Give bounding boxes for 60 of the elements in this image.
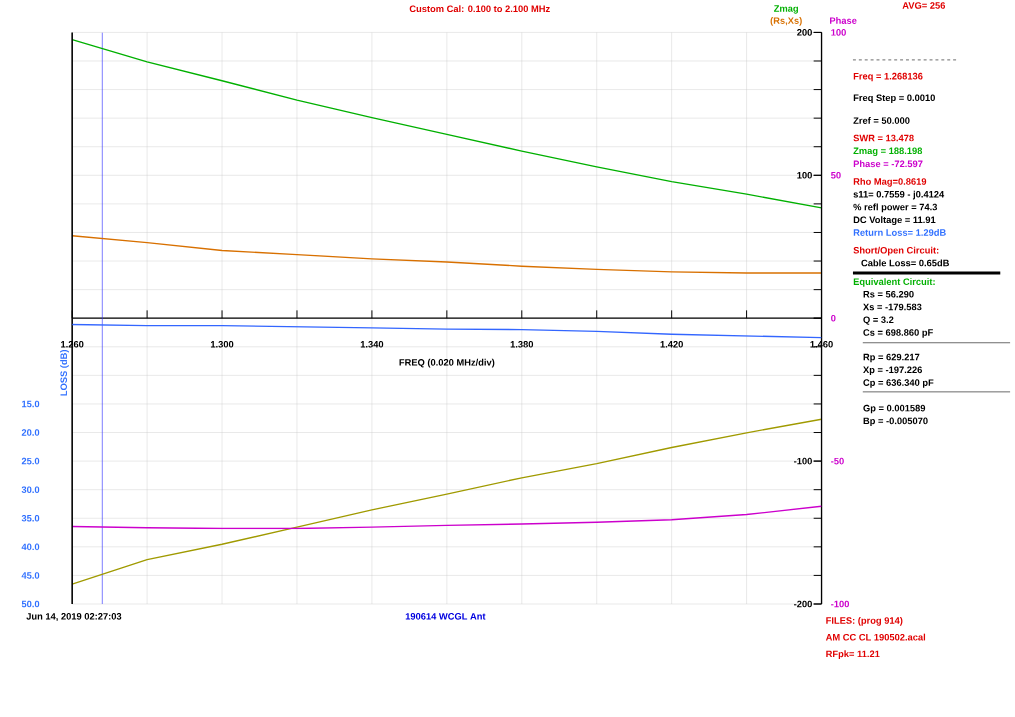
text: RFpk= 11.21 [826, 650, 880, 660]
text: DC Voltage = 11.91 [853, 216, 936, 226]
text: Xp = -197.226 [863, 366, 923, 376]
text: Return Loss= 1.29dB [853, 229, 946, 236]
text: SWR = 13.478 [853, 134, 914, 142]
text: AVG= 256 [902, 2, 946, 9]
chart-title: Custom Cal: 0.100 to 2.100 MHz [409, 5, 550, 13]
text: Phase = -72.597 [853, 160, 923, 168]
line-series [72, 505, 822, 530]
text: Cable Loss= 0.65dB [861, 259, 949, 267]
line-series [72, 39, 822, 209]
text: Gp = 0.001589 [863, 404, 926, 414]
y3-tick-label: 30.0 [21, 486, 40, 494]
y-tick-label: 100 [797, 172, 812, 179]
text: Rp = 629.217 [863, 353, 920, 363]
y-axis-title: (Rs,Xs) [770, 17, 802, 26]
text: Zref = 50.000 [853, 117, 910, 124]
text: % refl power = 74.3 [853, 203, 938, 213]
text: Bp = -0.005070 [863, 417, 928, 427]
text: Short/Open Circuit: [853, 246, 939, 256]
text: Cs = 698.860 pF [863, 329, 933, 338]
y2-tick-label: -100 [831, 600, 850, 608]
y-tick-label: -100 [794, 457, 812, 465]
text: Freq Step = 0.0010 [853, 94, 935, 103]
line-series [72, 418, 822, 585]
y3-tick-label: 50.0 [21, 600, 40, 608]
x-tick-label: 1.340 [360, 341, 384, 348]
text: Xs = -179.583 [863, 303, 922, 311]
text: Jun 14, 2019 02:27:03 [26, 613, 122, 622]
y3-tick-label: 40.0 [21, 543, 40, 551]
x-tick-label: 1.380 [510, 341, 534, 348]
y-tick-label: 200 [797, 29, 812, 36]
text: Zmag = 188.198 [853, 147, 923, 157]
y-tick-label: -200 [794, 600, 812, 608]
text: Rho Mag=0.8619 [853, 177, 927, 187]
text: Q = 3.2 [863, 316, 894, 325]
text: 190614 WCGL Ant [405, 613, 486, 620]
text: AM CC CL 190502.acal [825, 633, 926, 641]
y3-tick-label: 20.0 [21, 429, 40, 436]
text: Equivalent Circuit: [853, 278, 935, 287]
text: Freq = 1.268136 [853, 72, 923, 82]
y3-axis-title: LOSS (dB) [60, 350, 69, 396]
x-tick-label: 1.420 [660, 341, 683, 348]
y3-tick-label: 35.0 [21, 514, 40, 522]
y2-tick-label: 100 [831, 29, 846, 36]
x-tick-label: 1.300 [210, 341, 234, 348]
y2-tick-label: 50 [831, 172, 841, 179]
y2-tick-label: 0 [831, 314, 836, 322]
y2-axis-title: Phase [830, 17, 857, 24]
y3-tick-label: 25.0 [21, 457, 40, 465]
text: FILES: (prog 914) [826, 617, 903, 626]
y3-tick-label: 45.0 [21, 572, 40, 579]
y2-tick-label: -50 [831, 457, 844, 465]
text: Cp = 636.340 pF [863, 379, 934, 388]
x-axis-title: FREQ (0.020 MHz/div) [399, 358, 495, 368]
text: s11= 0.7559 - j0.4124 [853, 190, 945, 200]
text: Zmag [774, 5, 798, 14]
text: Rs = 56.290 [863, 290, 914, 298]
line-series [72, 235, 822, 274]
y3-tick-label: 15.0 [22, 400, 40, 408]
